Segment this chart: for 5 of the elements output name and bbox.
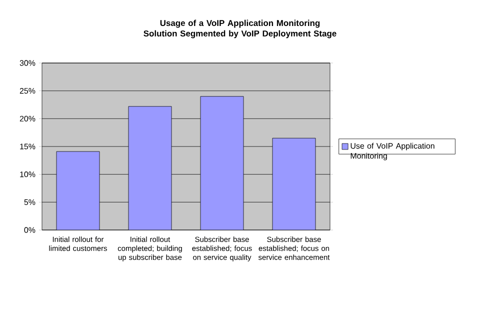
bar — [128, 106, 172, 230]
bar — [200, 96, 244, 230]
bar — [272, 138, 316, 230]
bar — [56, 151, 100, 230]
chart-title: Usage of a VoIP Application Monitoring Solution Segmented by VoIP Deployment Stage — [144, 20, 336, 38]
